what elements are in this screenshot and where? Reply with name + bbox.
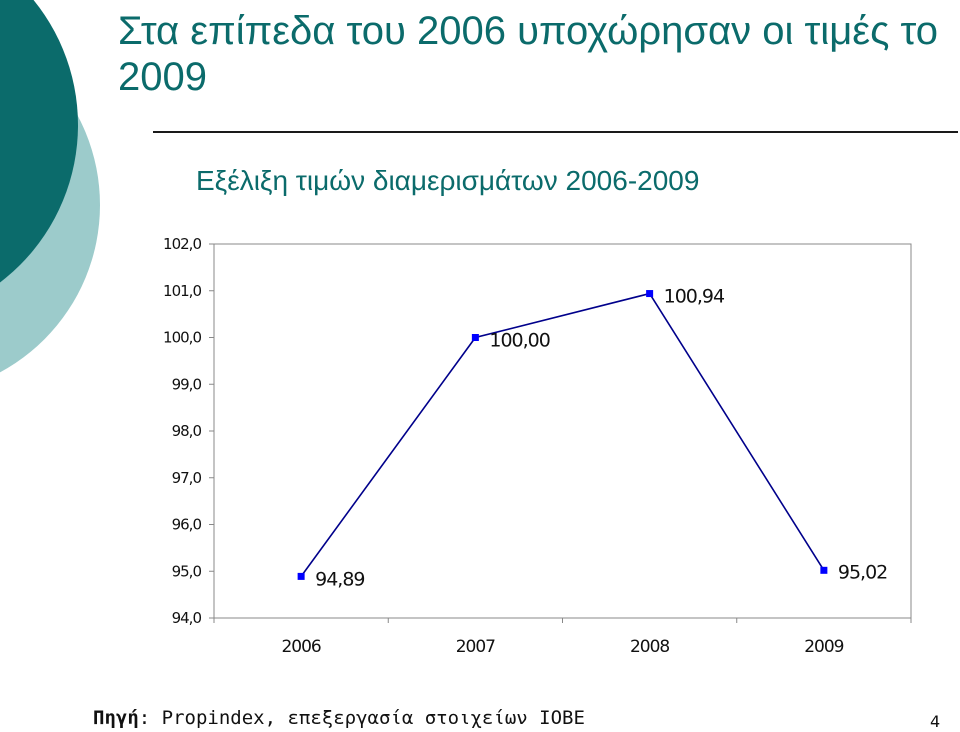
- price-line-chart: 94,095,096,097,098,099,0100,0101,0102,0 …: [163, 235, 912, 657]
- slide-title: Στα επίπεδα του 2006 υποχώρησαν οι τιμές…: [118, 9, 938, 99]
- y-tick-label: 95,0: [172, 562, 202, 580]
- data-value-label: 100,00: [489, 330, 549, 352]
- x-category-label: 2009: [804, 637, 843, 657]
- y-tick-label: 99,0: [172, 375, 202, 393]
- y-tick-label: 101,0: [163, 282, 201, 300]
- x-category-label: 2008: [630, 637, 669, 657]
- data-point-marker: [471, 334, 479, 341]
- y-tick-label: 102,0: [163, 235, 201, 253]
- page-number: 4: [930, 712, 941, 731]
- x-category-label: 2006: [281, 637, 320, 657]
- y-tick-label: 98,0: [172, 422, 202, 440]
- data-point-marker: [646, 290, 654, 298]
- data-value-label: 94,89: [315, 568, 364, 590]
- source-text: : Propindex, επεξεργασία στοιχείων ΙΟΒΕ: [138, 707, 585, 729]
- decor-circle-dark: [0, 0, 78, 283]
- chart-title: Εξέλιξη τιμών διαμερισμάτων 2006-2009: [196, 165, 700, 196]
- plot-area-frame: [213, 243, 912, 619]
- source-note: Πηγή: Propindex, επεξεργασία στοιχείων Ι…: [93, 707, 585, 729]
- data-point-marker: [820, 566, 828, 574]
- source-label: Πηγή: [93, 707, 139, 729]
- y-tick-label: 97,0: [172, 469, 202, 487]
- y-tick-label: 100,0: [163, 329, 201, 347]
- data-value-label: 100,94: [664, 286, 725, 308]
- slide-decoration: [0, 0, 120, 380]
- x-category-label: 2007: [456, 637, 495, 657]
- title-divider: [153, 131, 958, 133]
- series-line: [300, 292, 825, 577]
- y-tick-label: 94,0: [172, 609, 202, 627]
- y-tick-label: 96,0: [172, 516, 202, 534]
- data-point-marker: [297, 572, 305, 580]
- data-value-label: 95,02: [838, 561, 887, 583]
